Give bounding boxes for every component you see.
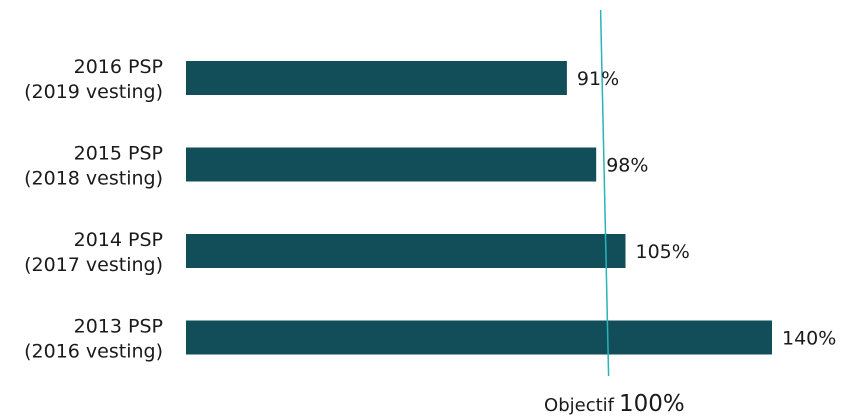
category-label-2-line-1: (2017 vesting)	[24, 254, 163, 276]
category-label-3-line-0: 2013 PSP	[74, 316, 163, 338]
bar-3	[186, 320, 772, 355]
category-label-1-line-1: (2018 vesting)	[24, 168, 163, 190]
labels-group: 2016 PSP (2019 vesting) 91% 2015 PSP (2018 v…	[24, 56, 836, 363]
bars-group	[186, 61, 772, 355]
category-label-1-line-0: 2015 PSP	[74, 143, 163, 165]
value-label-3: 140%	[782, 328, 836, 350]
value-label-1: 98%	[606, 155, 648, 177]
bar-2	[186, 234, 626, 268]
category-label-3-line-1: (2016 vesting)	[24, 341, 163, 363]
value-label-2: 105%	[636, 241, 690, 263]
objective-line	[599, 9, 610, 377]
category-label-2-line-0: 2014 PSP	[74, 229, 163, 251]
bar-1	[186, 147, 597, 182]
value-label-0: 91%	[577, 68, 619, 90]
category-label-0-line-1: (2019 vesting)	[24, 81, 163, 103]
category-label-0-line-0: 2016 PSP	[74, 56, 163, 78]
objective-value: 100%	[619, 391, 685, 417]
objective-label: Objectif	[544, 395, 615, 416]
bar-0	[186, 61, 567, 95]
